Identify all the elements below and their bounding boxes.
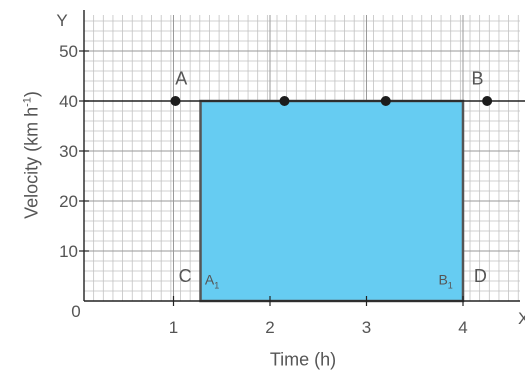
- mark-layer: [170, 96, 493, 106]
- x-tick-label: 2: [265, 318, 274, 337]
- y-tick-label: 40: [59, 92, 78, 111]
- point-label: A: [175, 69, 187, 89]
- x-axis-name: X: [518, 309, 525, 328]
- shaded-region-layer: [199, 99, 465, 303]
- point-label: C: [179, 266, 192, 286]
- data-point: [380, 96, 391, 106]
- y-tick-label: 10: [59, 242, 78, 261]
- y-tick-label: 20: [59, 192, 78, 211]
- origin-label: 0: [71, 302, 80, 321]
- axis-layer: [79, 10, 525, 306]
- data-point: [279, 96, 290, 106]
- y-tick-label: 30: [59, 142, 78, 161]
- y-tick-label: 50: [59, 42, 78, 61]
- y-axis-label-close: ): [21, 91, 42, 98]
- y-axis-label-text: Velocity (km h: [21, 106, 42, 219]
- point-label-subscript: 1: [448, 281, 453, 291]
- y-axis-label: Velocity (km h-1): [22, 91, 43, 219]
- x-tick-label: 3: [362, 318, 371, 337]
- x-tick-label: 4: [458, 318, 467, 337]
- point-label: D: [474, 266, 487, 286]
- point-label-subscript: 1: [214, 281, 219, 291]
- x-tick-label: 1: [169, 318, 178, 337]
- data-point: [482, 96, 493, 106]
- y-axis-label-superscript: -1: [21, 97, 34, 107]
- point-label: B: [471, 69, 483, 89]
- y-axis-name: Y: [56, 11, 67, 30]
- data-point: [170, 96, 181, 106]
- x-axis-label: Time (h): [269, 349, 337, 370]
- shaded-area-rect: [199, 99, 465, 303]
